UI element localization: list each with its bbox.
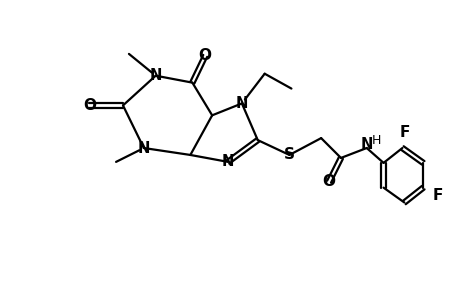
Text: F: F — [432, 188, 442, 203]
Text: N: N — [137, 140, 150, 155]
Text: O: O — [83, 98, 95, 113]
Text: N: N — [149, 68, 162, 83]
Text: O: O — [198, 48, 211, 63]
Text: S: S — [283, 148, 294, 163]
Text: F: F — [398, 125, 409, 140]
Text: N: N — [235, 96, 247, 111]
Text: N: N — [221, 154, 234, 169]
Text: O: O — [322, 174, 335, 189]
Text: H: H — [371, 134, 381, 147]
Text: N: N — [360, 136, 372, 152]
